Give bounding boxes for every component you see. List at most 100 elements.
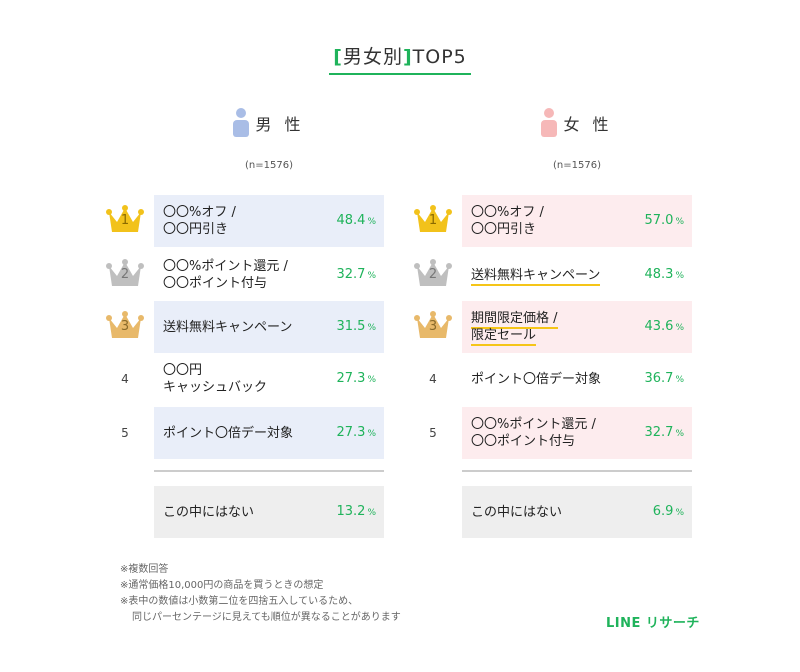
separator-line xyxy=(154,470,384,472)
item-label-line: 限定セール xyxy=(471,327,631,346)
value-number: 57.0 xyxy=(644,213,674,228)
percent-sign: % xyxy=(675,323,684,333)
rank-number: 5 xyxy=(429,426,437,440)
value-number: 36.7 xyxy=(644,371,674,386)
item-label-line: 〇〇%オフ / xyxy=(471,205,544,220)
rank-number: 4 xyxy=(121,372,129,386)
female-header: 女 性 xyxy=(462,108,692,138)
item-label-line: キャッシュバック xyxy=(163,380,268,395)
item-label-line: 〇〇円引き xyxy=(163,222,229,237)
item-value: 27.3% xyxy=(336,407,376,459)
male-sample-size: (n=1576) xyxy=(245,160,293,171)
item-label: 〇〇円キャッシュバック xyxy=(163,353,323,405)
chart-title: [男女別]TOP5 xyxy=(0,42,800,75)
person-icon-body xyxy=(233,120,250,137)
item-label-line: ポイント〇倍デー対象 xyxy=(163,425,294,441)
none-value: 6.9% xyxy=(653,486,684,538)
percent-sign: % xyxy=(675,271,684,281)
item-value: 57.0% xyxy=(644,195,684,247)
female-label: 女 性 xyxy=(563,115,613,134)
item-label: 〇〇%オフ / 〇〇円引き xyxy=(471,195,631,247)
value-number: 48.3 xyxy=(644,267,674,282)
ranking-row: 〇〇%オフ / 〇〇円引き 48.4% xyxy=(154,195,384,247)
separator-line xyxy=(462,470,692,472)
rank-marker: 5 xyxy=(412,407,454,459)
value-number: 43.6 xyxy=(644,319,674,334)
rank-marker: 3 xyxy=(104,301,146,353)
ranking-row: ポイント〇倍デー対象 36.7% xyxy=(462,353,692,405)
item-label-line: 〇〇%ポイント還元 / xyxy=(471,417,596,432)
value-number: 6.9 xyxy=(652,504,674,519)
item-label-line: 〇〇ポイント付与 xyxy=(163,276,268,291)
rank-marker: 3 xyxy=(412,301,454,353)
value-number: 27.3 xyxy=(336,425,366,440)
item-value: 48.3% xyxy=(644,249,684,301)
item-label-line: 期間限定価格 / xyxy=(471,310,631,329)
percent-sign: % xyxy=(675,429,684,439)
footnote: ※通常価格10,000円の商品を買うときの想定 xyxy=(120,580,324,591)
item-label: 期間限定価格 / 限定セール xyxy=(471,301,631,353)
value-number: 32.7 xyxy=(336,267,366,282)
female-sample-size: (n=1576) xyxy=(553,160,601,171)
title-bracket-close: ] xyxy=(402,46,413,68)
item-label: 〇〇%オフ / 〇〇円引き xyxy=(163,195,323,247)
rank-number: 5 xyxy=(121,426,129,440)
percent-sign: % xyxy=(367,323,376,333)
percent-sign: % xyxy=(675,217,684,227)
item-value: 48.4% xyxy=(336,195,376,247)
footnote: ※複数回答 xyxy=(120,564,169,575)
item-label: 〇〇%ポイント還元 / 〇〇ポイント付与 xyxy=(163,249,323,301)
item-label-line: 〇〇%ポイント還元 / xyxy=(163,259,288,274)
item-label: ポイント〇倍デー対象 xyxy=(163,407,323,459)
none-row: この中にはない 6.9% xyxy=(462,486,692,538)
percent-sign: % xyxy=(675,375,684,385)
highlighted-text: 限定セール xyxy=(471,328,537,346)
ranking-row: 送料無料キャンペーン 48.3% xyxy=(462,249,692,301)
line-research-logo: LINE リサーチ xyxy=(606,616,700,631)
crown-icon xyxy=(106,205,144,232)
item-label-line: 送料無料キャンペーン xyxy=(471,267,631,286)
footnotes: ※複数回答 ※通常価格10,000円の商品を買うときの想定 ※表中の数値は小数第… xyxy=(120,562,401,626)
item-value: 43.6% xyxy=(644,301,684,353)
item-value: 31.5% xyxy=(336,301,376,353)
item-label: 〇〇%ポイント還元 / 〇〇ポイント付与 xyxy=(471,407,631,459)
title-main: 男女別 xyxy=(342,46,403,68)
rank-number: 2 xyxy=(428,267,438,282)
value-number: 27.3 xyxy=(336,371,366,386)
item-value: 36.7% xyxy=(644,353,684,405)
highlighted-text: 期間限定価格 / xyxy=(471,311,558,329)
none-label: この中にはない xyxy=(471,504,563,520)
male-header: 男 性 xyxy=(154,108,384,138)
title-suffix: TOP5 xyxy=(412,46,467,68)
ranking-row: ポイント〇倍デー対象 27.3% xyxy=(154,407,384,459)
footnote: ※表中の数値は小数第二位を四捨五入しているため、 xyxy=(120,596,359,607)
item-label-line: 〇〇円 xyxy=(163,363,203,378)
person-icon xyxy=(233,108,250,138)
ranking-row: 期間限定価格 / 限定セール 43.6% xyxy=(462,301,692,353)
ranking-row: 〇〇%ポイント還元 / 〇〇ポイント付与 32.7% xyxy=(462,407,692,459)
rank-number: 1 xyxy=(120,213,130,228)
rank-marker: 4 xyxy=(104,353,146,405)
item-label-line: 送料無料キャンペーン xyxy=(163,319,293,335)
none-value: 13.2% xyxy=(336,486,376,538)
rank-number: 1 xyxy=(428,213,438,228)
rank-marker: 2 xyxy=(104,249,146,301)
percent-sign: % xyxy=(367,271,376,281)
value-number: 48.4 xyxy=(336,213,366,228)
ranking-row: 〇〇%オフ / 〇〇円引き 57.0% xyxy=(462,195,692,247)
percent-sign: % xyxy=(367,508,376,518)
crown-icon xyxy=(414,311,452,338)
item-value: 27.3% xyxy=(336,353,376,405)
footnote: 同じパーセンテージに見えても順位が異なることがあります xyxy=(132,612,401,623)
male-label: 男 性 xyxy=(255,115,305,134)
value-number: 13.2 xyxy=(336,504,366,519)
person-icon-body xyxy=(541,120,558,137)
item-label-line: 〇〇ポイント付与 xyxy=(471,434,576,449)
percent-sign: % xyxy=(675,508,684,518)
rank-marker: 2 xyxy=(412,249,454,301)
item-value: 32.7% xyxy=(644,407,684,459)
title-bracket-open: [ xyxy=(333,46,343,68)
none-row: この中にはない 13.2% xyxy=(154,486,384,538)
item-value: 32.7% xyxy=(336,249,376,301)
crown-icon xyxy=(106,311,144,338)
